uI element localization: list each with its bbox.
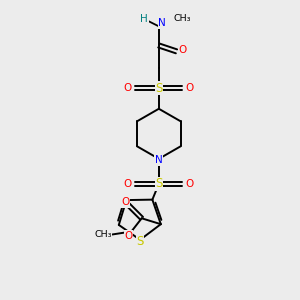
- Text: O: O: [124, 179, 132, 189]
- Text: O: O: [124, 231, 133, 241]
- Text: O: O: [186, 83, 194, 93]
- Text: O: O: [122, 197, 130, 207]
- Text: O: O: [179, 45, 187, 55]
- Text: CH₃: CH₃: [94, 230, 112, 239]
- Text: CH₃: CH₃: [174, 14, 191, 23]
- Text: H: H: [140, 14, 148, 24]
- Text: N: N: [155, 155, 163, 165]
- Text: S: S: [155, 82, 163, 95]
- Text: O: O: [186, 179, 194, 189]
- Text: S: S: [155, 177, 163, 190]
- Text: N: N: [158, 18, 166, 28]
- Text: O: O: [124, 83, 132, 93]
- Text: S: S: [136, 235, 144, 248]
